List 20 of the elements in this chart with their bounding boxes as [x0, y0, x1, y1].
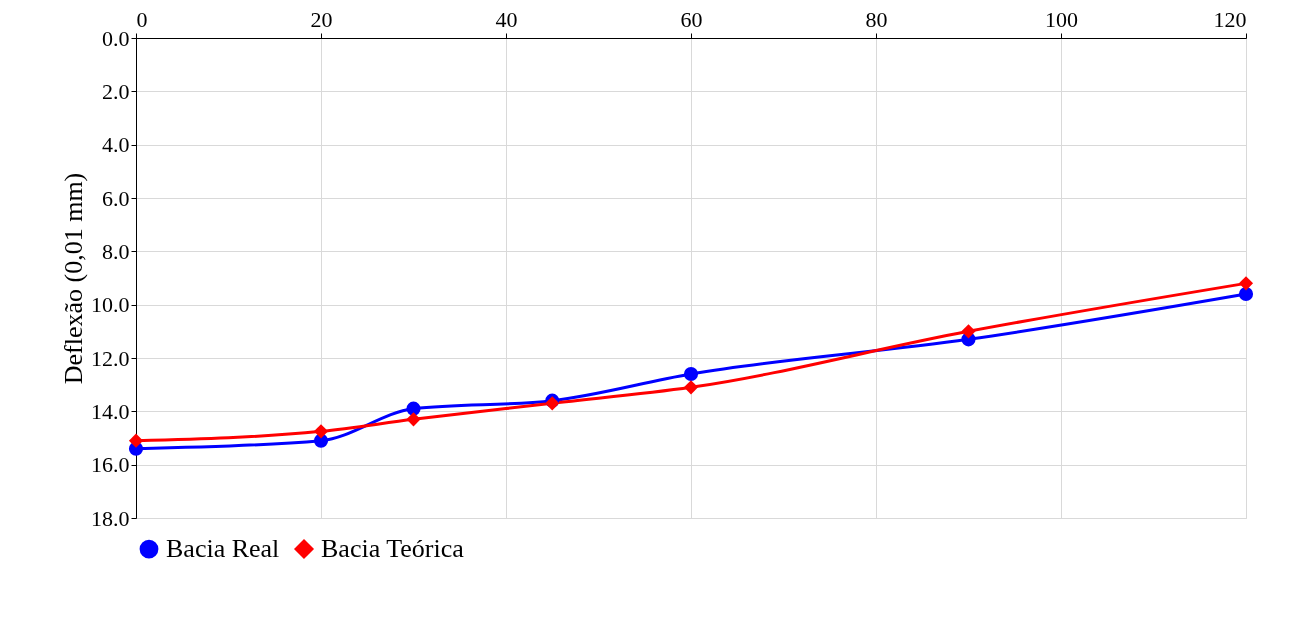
x-tick-label: 100: [1045, 6, 1078, 32]
x-tick-label: 60: [680, 6, 703, 32]
legend-label: Bacia Real: [166, 534, 280, 564]
y-tick-label: 10.0: [91, 292, 130, 318]
legend-label: Bacia Teórica: [321, 534, 465, 564]
y-tick-label: 18.0: [91, 505, 130, 531]
y-tick-label: 16.0: [91, 452, 130, 478]
x-tick-label: 20: [310, 6, 333, 32]
y-tick-label: 4.0: [102, 132, 130, 158]
x-tick-label: 40: [495, 6, 518, 32]
x-tick-label: 80: [865, 6, 888, 32]
y-tick-label: 6.0: [102, 185, 130, 211]
y-tick-label: 14.0: [91, 398, 130, 424]
y-tick-label: 12.0: [91, 345, 130, 371]
x-tick-label: 120: [1213, 6, 1247, 32]
y-tick-label: 2.0: [102, 78, 130, 104]
y-tick-label: 8.0: [102, 238, 130, 264]
y-tick-label: 0.0: [102, 25, 130, 51]
y-axis-title: Deflexão (0,01 mm): [59, 172, 88, 385]
x-tick-label: 0: [136, 6, 148, 32]
